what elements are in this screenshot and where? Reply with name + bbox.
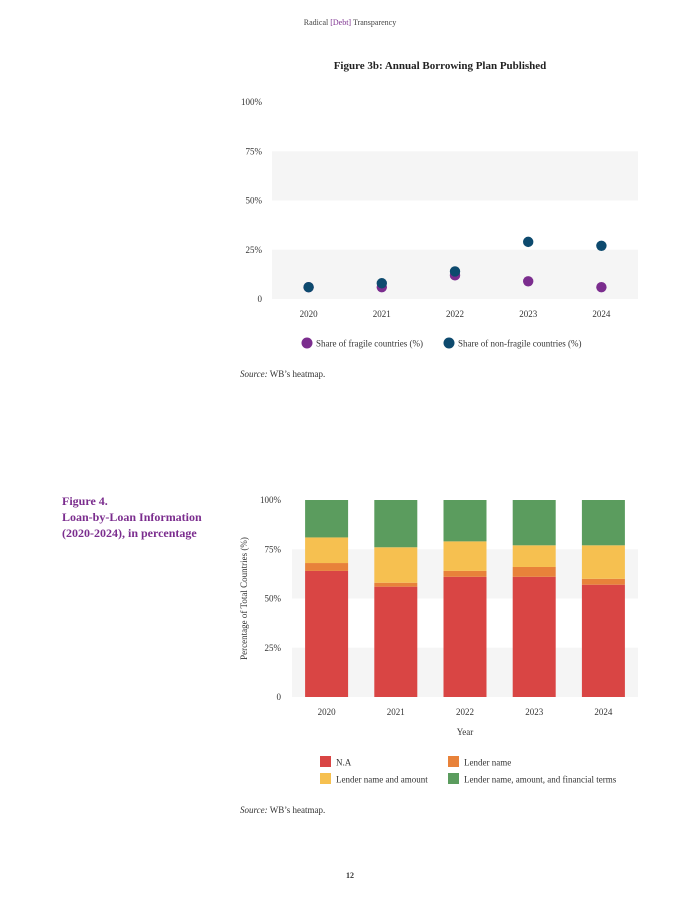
legend-swatch — [320, 756, 331, 767]
figure-4-title-line2: Loan-by-Loan Information — [62, 510, 202, 524]
legend-swatch — [448, 756, 459, 767]
source-label: Source: — [240, 805, 268, 815]
y-tick-label: 75% — [246, 146, 263, 156]
figure-3b-title: Figure 3b: Annual Borrowing Plan Publish… — [333, 60, 547, 72]
legend-swatch — [320, 773, 331, 784]
bar-segment — [374, 582, 418, 587]
bar-segment — [512, 566, 556, 577]
bar-segment — [374, 586, 418, 697]
data-point — [449, 266, 461, 277]
source-text: WB’s heatmap. — [267, 369, 326, 379]
y-tick-label: 50% — [265, 594, 282, 604]
x-tick-label: 2022 — [446, 309, 464, 319]
bar-segment — [305, 537, 349, 564]
data-point — [523, 276, 534, 287]
source-label: Source: — [240, 369, 268, 379]
bar-segment — [581, 545, 625, 579]
bar-segment — [374, 547, 418, 583]
header-accent: [Debt] — [330, 18, 352, 27]
bar-segment — [581, 500, 625, 546]
header-suffix: Transparency — [351, 18, 397, 27]
bar-segment — [443, 576, 487, 697]
bar-segment — [305, 563, 349, 571]
bar-segment — [512, 500, 556, 546]
legend-label: N.A — [336, 758, 352, 768]
y-axis-label: Percentage of Total Countries (%) — [239, 537, 249, 660]
y-tick-label: 0 — [277, 692, 282, 702]
bar-segment — [581, 584, 625, 697]
figure-4-chart: 0 25% 50% 75% 100% Percentage of Total Countr… — [239, 495, 625, 785]
x-axis-label: Year — [457, 727, 474, 737]
x-tick-label: 2020 — [318, 707, 337, 717]
y-tick-label: 50% — [246, 196, 263, 206]
bar-segment — [443, 541, 487, 571]
y-tick-label: 0 — [258, 294, 263, 304]
x-tick-label: 2021 — [373, 309, 391, 319]
x-tick-label: 2024 — [592, 309, 611, 319]
legend-label: Share of non-fragile countries (%) — [458, 339, 581, 349]
data-point — [596, 281, 607, 293]
figure-4-title-line3: (2020-2024), in percentage — [62, 526, 197, 540]
legend-marker — [443, 337, 455, 349]
bar-segment — [443, 500, 487, 542]
x-tick-label: 2023 — [519, 309, 538, 319]
figure-4-title: Figure 4. Loan-by-Loan Information (2020… — [62, 493, 232, 541]
figure-4-title-line1: Figure 4. — [62, 494, 108, 508]
figure-4-source: Source: WB’s heatmap. — [240, 805, 325, 815]
figure-3b-chart: 0 25% 50% 75% 100% 2020 2021 2022 2023 2024 Share … — [241, 97, 638, 349]
legend-swatch — [448, 773, 459, 784]
legend-label: Lender name — [464, 758, 511, 768]
y-tick-label: 100% — [260, 495, 282, 505]
x-tick-label: 2023 — [525, 707, 544, 717]
source-text: WB’s heatmap. — [267, 805, 326, 815]
x-tick-label: 2021 — [387, 707, 405, 717]
bar-segment — [443, 570, 487, 577]
header-prefix: Radical — [303, 18, 331, 27]
y-tick-label: 25% — [265, 643, 282, 653]
y-tick-label: 25% — [246, 245, 263, 255]
bar-segment — [305, 570, 349, 697]
legend-label: Lender name and amount — [336, 775, 428, 785]
page-header: Radical [Debt] Transparency — [0, 18, 700, 27]
legend-label: Lender name, amount, and financial terms — [464, 775, 617, 785]
bar-segment — [512, 576, 556, 697]
data-point — [523, 236, 534, 248]
legend-label: Share of fragile countries (%) — [316, 339, 423, 349]
legend-marker — [301, 337, 313, 349]
bar-segment — [512, 545, 556, 567]
bar-segment — [581, 578, 625, 585]
x-tick-label: 2024 — [594, 707, 613, 717]
y-tick-label: 100% — [241, 97, 263, 107]
bar-segment — [305, 500, 349, 538]
bar-segment — [374, 500, 418, 548]
data-point — [596, 240, 607, 252]
y-tick-label: 75% — [265, 544, 282, 554]
data-point — [303, 281, 314, 293]
figure-3b-source: Source: WB’s heatmap. — [240, 369, 325, 379]
x-tick-label: 2022 — [456, 707, 474, 717]
grid-band — [272, 151, 638, 201]
data-point — [376, 278, 387, 289]
page-number: 12 — [346, 871, 354, 880]
x-tick-label: 2020 — [300, 309, 319, 319]
